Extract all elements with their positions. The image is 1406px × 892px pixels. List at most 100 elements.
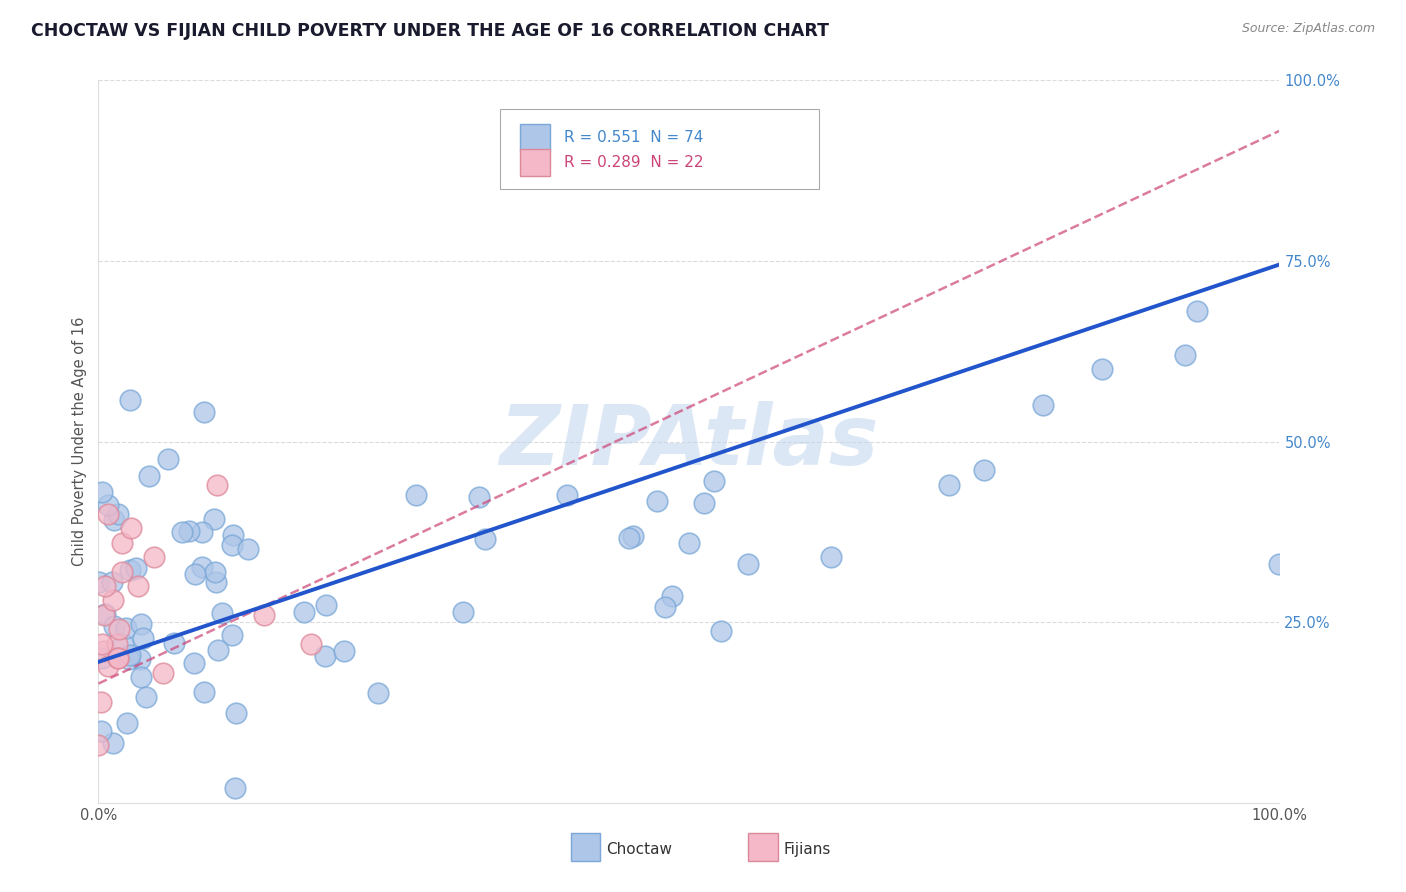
Point <box>737 558 759 572</box>
Point <box>87 575 110 590</box>
Point <box>238 541 260 556</box>
Text: Fijians: Fijians <box>783 842 831 857</box>
Point <box>973 463 995 477</box>
Point <box>101 575 124 590</box>
Point <box>820 550 842 565</box>
Point <box>132 631 155 645</box>
Point <box>107 507 129 521</box>
Point <box>91 637 114 651</box>
Point <box>221 538 243 552</box>
Bar <box>571 833 600 861</box>
Point <box>294 606 316 620</box>
Bar <box>520 149 550 177</box>
Point <box>1091 362 1114 376</box>
Point <box>193 684 215 698</box>
Point <box>710 624 733 639</box>
Point <box>157 452 180 467</box>
Point <box>93 644 115 658</box>
Point <box>205 478 228 492</box>
Point <box>107 651 129 665</box>
Point <box>183 656 205 670</box>
Point <box>120 521 142 535</box>
Point <box>131 670 153 684</box>
Point <box>193 405 215 419</box>
Point <box>1185 304 1208 318</box>
Point <box>103 513 125 527</box>
Point <box>93 607 115 622</box>
FancyBboxPatch shape <box>501 109 818 189</box>
Point <box>129 651 152 665</box>
Text: ZIPAtlas: ZIPAtlas <box>499 401 879 482</box>
Point <box>118 562 141 576</box>
Point <box>97 658 120 673</box>
Point <box>111 637 134 651</box>
Point <box>253 607 276 622</box>
Point <box>107 623 129 637</box>
Point <box>299 637 322 651</box>
Point <box>118 652 141 666</box>
Point <box>678 535 700 549</box>
Point <box>221 628 243 642</box>
Point <box>107 651 129 665</box>
Point <box>163 636 186 650</box>
Point <box>332 644 354 658</box>
Point <box>451 605 474 619</box>
Point <box>207 643 229 657</box>
Point <box>211 606 233 620</box>
Point <box>661 589 683 603</box>
Point <box>115 621 138 635</box>
Point <box>468 490 491 504</box>
Point <box>225 706 247 721</box>
Text: Source: ZipAtlas.com: Source: ZipAtlas.com <box>1241 22 1375 36</box>
Point <box>91 484 114 499</box>
Point <box>94 579 117 593</box>
Point <box>103 593 125 607</box>
Point <box>692 496 714 510</box>
Point <box>172 524 194 539</box>
Point <box>97 498 120 512</box>
Point <box>938 478 960 492</box>
Point <box>202 512 225 526</box>
Point <box>125 560 148 574</box>
Point <box>654 599 676 614</box>
Point <box>1268 558 1291 572</box>
Point <box>103 736 125 750</box>
Point <box>97 507 120 521</box>
Point <box>127 579 149 593</box>
Point <box>87 738 110 752</box>
Text: Choctaw: Choctaw <box>606 842 672 857</box>
Point <box>135 690 157 705</box>
Y-axis label: Child Poverty Under the Age of 16: Child Poverty Under the Age of 16 <box>72 317 87 566</box>
Point <box>103 619 125 633</box>
Point <box>314 648 336 663</box>
Point <box>315 598 337 612</box>
Point <box>111 535 134 549</box>
Point <box>90 724 112 739</box>
Point <box>191 525 214 540</box>
Point <box>94 607 117 621</box>
Point <box>118 648 141 662</box>
Point <box>184 566 207 581</box>
Bar <box>520 124 550 151</box>
Text: CHOCTAW VS FIJIAN CHILD POVERTY UNDER THE AGE OF 16 CORRELATION CHART: CHOCTAW VS FIJIAN CHILD POVERTY UNDER TH… <box>31 22 830 40</box>
Point <box>405 488 427 502</box>
Point <box>115 716 138 731</box>
Point <box>204 574 226 589</box>
Point <box>367 686 389 700</box>
Point <box>131 617 153 632</box>
Point <box>142 550 165 565</box>
Text: R = 0.551  N = 74: R = 0.551 N = 74 <box>564 130 703 145</box>
Bar <box>748 833 778 861</box>
Point <box>703 475 725 489</box>
Point <box>179 524 201 538</box>
Point <box>138 468 160 483</box>
Point <box>474 532 496 546</box>
Point <box>555 488 578 502</box>
Point <box>204 565 226 579</box>
Point <box>617 532 640 546</box>
Point <box>222 528 245 542</box>
Point <box>118 392 141 407</box>
Point <box>152 665 174 680</box>
Point <box>645 493 668 508</box>
Point <box>111 565 134 579</box>
